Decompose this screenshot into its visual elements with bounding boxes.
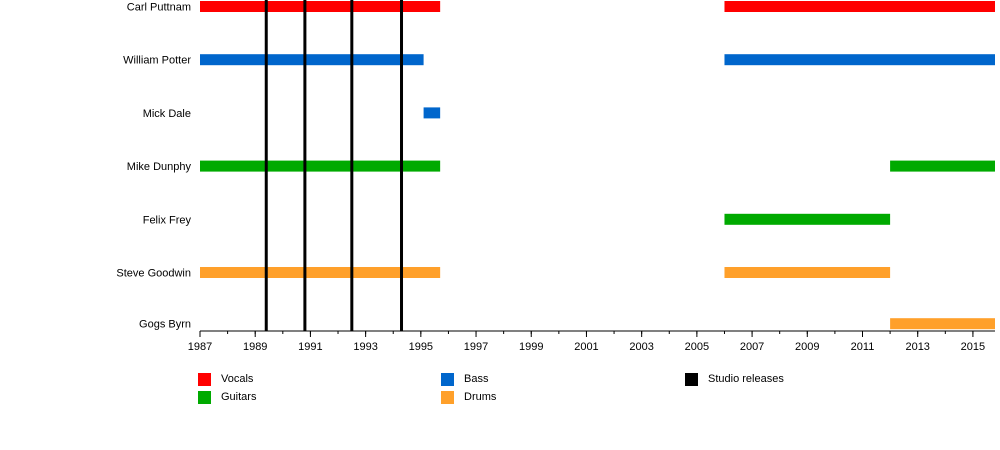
legend-item-studio-releases: Studio releases xyxy=(685,372,784,386)
bar-steve-goodwin-drums-2 xyxy=(724,267,891,278)
bar-mike-dunphy-guitars-2 xyxy=(890,160,995,172)
bar-william-potter-bass-2 xyxy=(724,54,995,66)
x-tick-label-1991: 1991 xyxy=(298,341,322,353)
legend-item-drums: Drums xyxy=(441,390,496,404)
x-tick-label-2005: 2005 xyxy=(685,341,709,353)
legend-swatch-guitars xyxy=(198,390,211,404)
legend-item-guitars: Guitars xyxy=(198,390,256,404)
legend-item-vocals: Vocals xyxy=(198,372,253,386)
member-label-william-potter: William Potter xyxy=(123,55,191,67)
bar-carl-puttnam-vocals-1 xyxy=(200,1,441,12)
legend-label-bass: Bass xyxy=(464,373,489,385)
legend-swatch-bass xyxy=(441,372,454,386)
x-tick-label-2001: 2001 xyxy=(574,341,598,353)
legend-label-guitars: Guitars xyxy=(221,391,257,403)
x-tick-label-1987: 1987 xyxy=(188,341,212,353)
bar-william-potter-bass-1 xyxy=(200,54,424,66)
plot-area: Carl Puttnam William Potter Mick Dale Mike … xyxy=(116,0,995,353)
legend-swatch-vocals xyxy=(198,372,211,386)
legend: Vocals Bass Studio releases Guitars Drum… xyxy=(198,372,958,406)
bar-carl-puttnam-vocals-2 xyxy=(724,1,995,12)
x-tick-label-2015: 2015 xyxy=(961,341,985,353)
x-tick-label-2003: 2003 xyxy=(629,341,653,353)
x-tick-label-1997: 1997 xyxy=(464,341,488,353)
legend-label-studio-releases: Studio releases xyxy=(708,373,784,385)
member-label-mike-dunphy: Mike Dunphy xyxy=(127,161,192,173)
x-tick-label-2007: 2007 xyxy=(740,341,764,353)
member-label-gogs-byrn: Gogs Byrn xyxy=(139,319,191,331)
legend-label-vocals: Vocals xyxy=(221,373,254,385)
legend-label-drums: Drums xyxy=(464,391,497,403)
bar-mick-dale-bass-1 xyxy=(423,107,441,119)
x-tick-label-2011: 2011 xyxy=(851,341,875,353)
x-tick-label-1989: 1989 xyxy=(243,341,267,353)
bar-gogs-byrn-drums-1 xyxy=(890,318,995,330)
x-tick-label-1993: 1993 xyxy=(353,341,377,353)
member-label-carl-puttnam: Carl Puttnam xyxy=(127,2,191,14)
legend-item-bass: Bass xyxy=(441,372,488,386)
x-tick-label-2009: 2009 xyxy=(795,341,819,353)
legend-swatch-studio-releases xyxy=(685,372,698,386)
x-tick-label-1995: 1995 xyxy=(409,341,433,353)
band-timeline-chart: Carl Puttnam William Potter Mick Dale Mike … xyxy=(116,0,995,353)
member-label-mick-dale: Mick Dale xyxy=(143,108,191,120)
bar-felix-frey-guitars-1 xyxy=(724,213,891,225)
x-tick-label-1999: 1999 xyxy=(519,341,543,353)
x-tick-label-2013: 2013 xyxy=(905,341,929,353)
bar-steve-goodwin-drums-1 xyxy=(200,267,441,278)
legend-swatch-drums xyxy=(441,390,454,404)
bar-mike-dunphy-guitars-1 xyxy=(200,160,441,172)
member-label-felix-frey: Felix Frey xyxy=(143,214,192,226)
member-label-steve-goodwin: Steve Goodwin xyxy=(116,268,191,280)
